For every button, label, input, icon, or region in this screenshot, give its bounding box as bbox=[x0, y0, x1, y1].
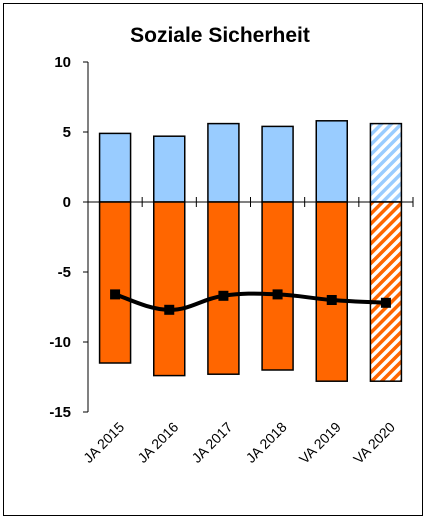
bar-negative bbox=[261, 201, 294, 371]
x-tick-label: VA 2019 bbox=[296, 419, 344, 467]
line-marker bbox=[326, 295, 337, 305]
chart-frame: Soziale Sicherheit 10 5 0 -5 -10 -15 JA 2015 J… bbox=[3, 3, 423, 516]
y-axis-ticks: 10 5 0 -5 -10 -15 bbox=[49, 54, 88, 421]
y-tick-label: 10 bbox=[54, 54, 71, 71]
chart-title: Soziale Sicherheit bbox=[130, 24, 310, 47]
bar-negative bbox=[98, 201, 132, 364]
line-series bbox=[110, 289, 391, 315]
bar-negative bbox=[369, 201, 403, 382]
x-tick-label: VA 2020 bbox=[350, 419, 398, 467]
y-tick-label: -15 bbox=[49, 404, 71, 421]
x-axis-labels: JA 2015 JA 2016 JA 2017 JA 2018 VA 2019 VA 20… bbox=[80, 419, 398, 467]
x-tick-label: JA 2016 bbox=[134, 419, 181, 466]
line-marker bbox=[272, 289, 283, 300]
bar-negative bbox=[207, 201, 240, 375]
bar-negative bbox=[315, 201, 348, 382]
x-tick-label: JA 2018 bbox=[243, 419, 290, 466]
line-marker bbox=[218, 290, 229, 301]
bar-positive bbox=[315, 120, 348, 203]
bar-positive bbox=[369, 122, 403, 203]
bar-positive bbox=[207, 122, 240, 203]
bar-positive bbox=[153, 135, 186, 203]
y-tick-label: -5 bbox=[58, 264, 71, 281]
bar-positive bbox=[261, 125, 294, 203]
y-tick-label: 5 bbox=[63, 124, 71, 141]
y-tick-label: 0 bbox=[63, 194, 71, 211]
line-marker bbox=[164, 304, 175, 315]
bar-negative bbox=[153, 201, 186, 377]
y-tick-label: -10 bbox=[49, 334, 71, 351]
line-marker bbox=[110, 289, 121, 300]
series-line bbox=[114, 291, 387, 312]
bars bbox=[98, 120, 403, 382]
x-tick-label: JA 2017 bbox=[188, 419, 235, 466]
x-tick-label: JA 2015 bbox=[80, 419, 127, 466]
line-marker bbox=[380, 297, 391, 308]
axes bbox=[87, 62, 414, 412]
bar-positive bbox=[98, 132, 132, 203]
